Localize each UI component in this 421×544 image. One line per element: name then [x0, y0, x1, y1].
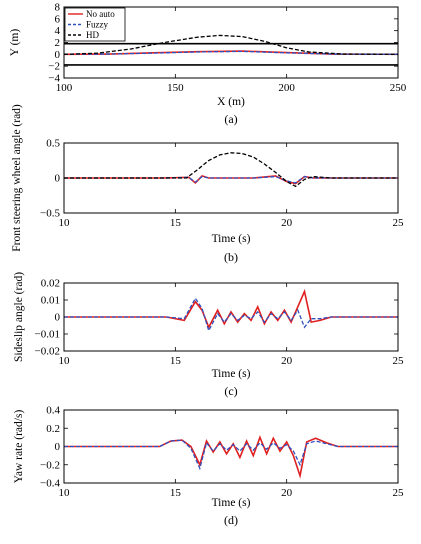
y-tick-label: −4 [48, 73, 60, 85]
x-tick-label: 25 [393, 217, 405, 229]
x-tick-label: 150 [167, 82, 184, 94]
series-line-no-auto [64, 288, 398, 330]
y-tick-label: 0 [55, 441, 61, 453]
chart-panel-1: 10 15 20 25 0.5 0 −0.5 Time (s) Front steering w… [11, 104, 404, 264]
x-tick-label: 200 [278, 82, 295, 94]
y-tick-label: 6 [55, 13, 61, 25]
x-axis-label: Time (s) [212, 368, 251, 380]
x-axis-label: X (m) [217, 96, 245, 108]
y-tick-label: 0.02 [41, 278, 60, 290]
y-tick-label: −2 [48, 61, 60, 73]
x-tick-label: 20 [281, 217, 293, 229]
panel-caption: (a) [224, 112, 237, 126]
plot-area [64, 34, 398, 56]
panel-caption: (b) [224, 250, 238, 264]
y-axis-label: Front steering wheel angle (rad) [11, 104, 23, 252]
plot-area [64, 288, 398, 333]
y-axis-label: Yaw rate (rad/s) [13, 410, 25, 484]
axes-frame [63, 282, 399, 352]
series-line-fuzzy [64, 175, 398, 184]
plot-area [64, 435, 398, 479]
y-tick-label: 0.5 [46, 138, 60, 150]
x-tick-label: 15 [170, 217, 182, 229]
plot-area [64, 152, 398, 188]
y-tick-label: 0 [55, 173, 61, 185]
series-line-hd [64, 152, 398, 188]
series-line-no-auto [64, 174, 398, 185]
x-tick-label: 25 [393, 487, 405, 499]
legend-label: HD [86, 30, 99, 40]
y-tick-label: 0 [55, 312, 61, 324]
x-tick-label: 15 [170, 355, 182, 367]
chart-panel-3: 10 15 20 25 0.4 0.2 0 −0.2 −0.4 Time (s) Yaw rate … [13, 405, 404, 528]
chart-panel-2: 10 15 20 25 0.02 0.01 0 −0.01 −0.02 Time (s) Sides… [13, 272, 404, 398]
panel-caption: (d) [224, 513, 238, 527]
y-tick-label: 0.4 [46, 405, 60, 417]
x-tick-label: 10 [59, 487, 71, 499]
y-axis-label: Y (m) [9, 29, 21, 57]
legend-label: No auto [86, 9, 115, 19]
y-tick-label: −0.5 [40, 208, 60, 220]
y-tick-label: 2 [55, 37, 61, 49]
series-line-fuzzy [64, 50, 398, 55]
x-tick-label: 15 [170, 487, 182, 499]
x-tick-label: 25 [393, 355, 405, 367]
series-line-hd [64, 34, 398, 55]
legend-label: Fuzzy [86, 20, 108, 30]
x-tick-label: 20 [281, 487, 293, 499]
y-tick-label: −0.01 [35, 329, 60, 341]
x-tick-label: 10 [59, 217, 71, 229]
x-tick-label: 10 [59, 355, 71, 367]
y-tick-label: −0.02 [35, 346, 60, 358]
y-axis-label: Sideslip angle (rad) [13, 272, 25, 362]
panel-caption: (c) [224, 384, 237, 398]
y-tick-label: 4 [55, 25, 61, 37]
y-tick-label: 0 [55, 49, 61, 61]
x-axis-label: Time (s) [212, 497, 251, 509]
axes-frame [63, 409, 399, 484]
x-axis-label: Time (s) [212, 233, 251, 245]
series-line-fuzzy [64, 297, 398, 333]
y-tick-label: 0.2 [46, 423, 60, 435]
axes-frame [63, 142, 399, 214]
x-tick-label: 250 [390, 82, 407, 94]
x-tick-label: 20 [281, 355, 293, 367]
axes-frame [63, 6, 399, 79]
y-tick-label: −0.2 [40, 459, 60, 471]
y-tick-label: −0.4 [40, 478, 60, 490]
y-tick-label: 8 [55, 2, 61, 14]
series-line-no-auto [64, 435, 398, 479]
x-tick-label: 100 [56, 82, 73, 94]
y-tick-label: 0.01 [41, 295, 60, 307]
series-line-fuzzy [64, 439, 398, 471]
